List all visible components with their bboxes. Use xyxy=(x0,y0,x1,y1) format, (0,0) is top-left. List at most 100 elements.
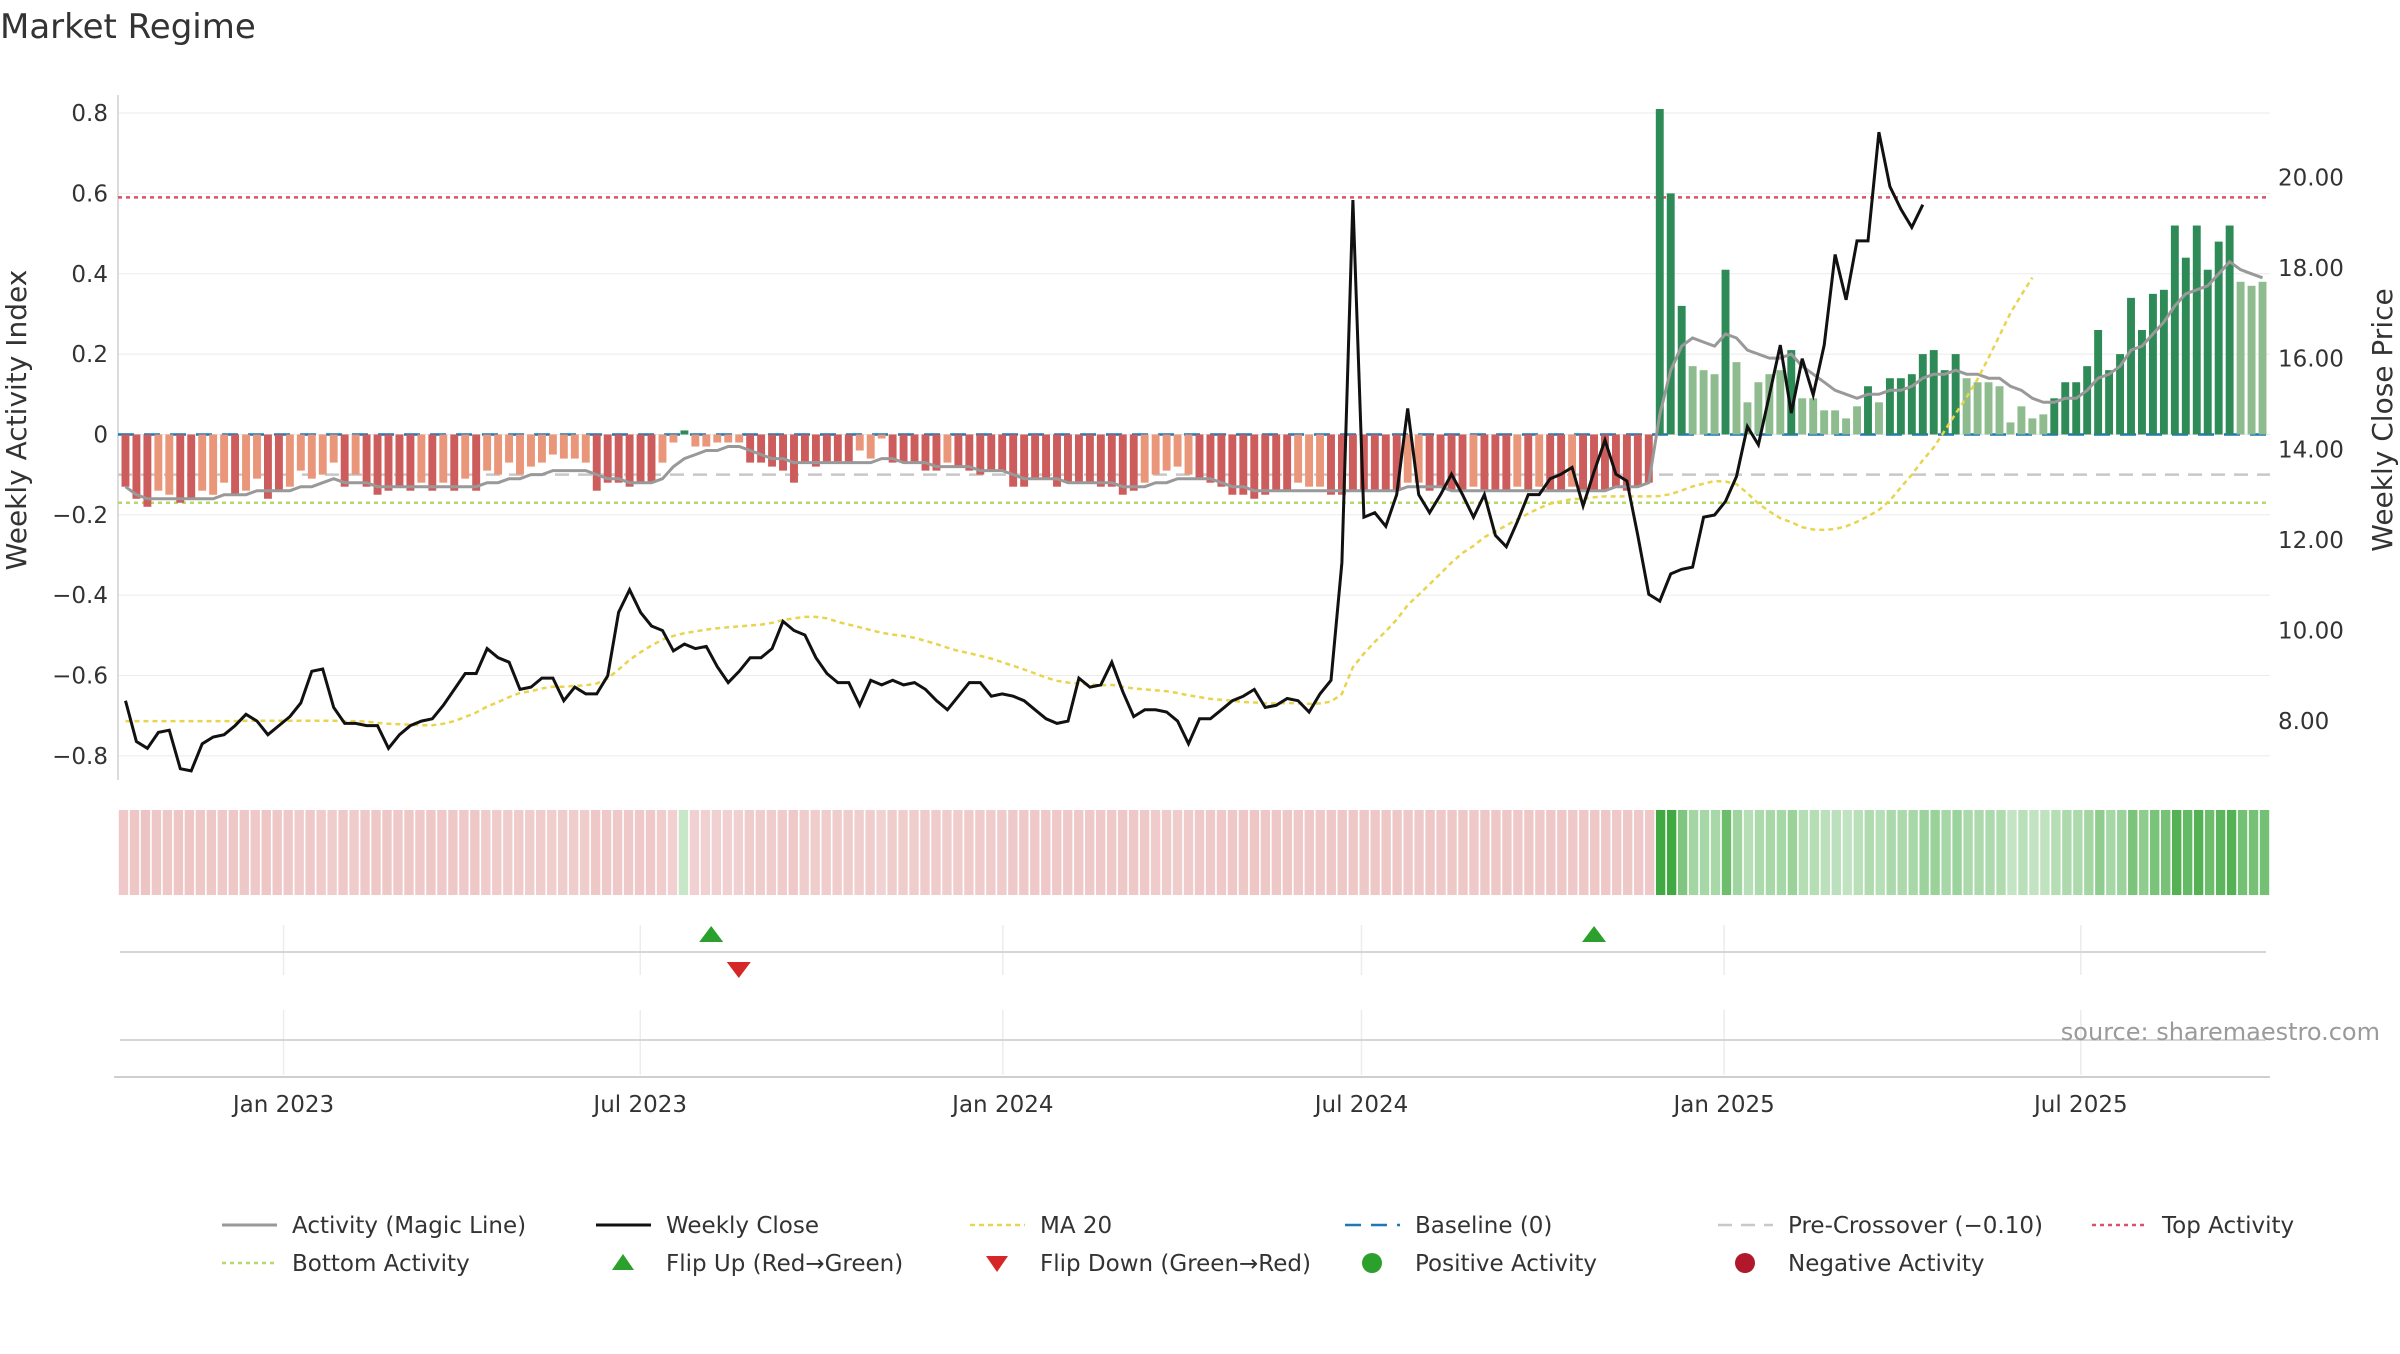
y-tick-label: −0.4 xyxy=(52,583,108,609)
regime-cell xyxy=(228,810,238,895)
activity-bar xyxy=(669,434,678,443)
regime-cell xyxy=(415,810,425,895)
regime-cell xyxy=(1699,810,1710,895)
legend-label: Top Activity xyxy=(2161,1213,2294,1239)
activity-bar xyxy=(1096,434,1105,487)
regime-cell xyxy=(2117,810,2127,895)
regime-cell xyxy=(1282,810,1293,895)
activity-bar xyxy=(1370,434,1379,491)
activity-bar xyxy=(1064,434,1072,483)
activity-bar xyxy=(757,434,766,463)
x-axis-ticks: Jan 2023 Jul 2023 Jan 2024 Jul 2024 Jan 2025… xyxy=(114,925,2270,1118)
activity-bar xyxy=(866,434,875,459)
activity-bar xyxy=(1425,434,1434,491)
regime-cell xyxy=(799,810,809,895)
activity-bar xyxy=(614,434,623,483)
activity-bar xyxy=(1184,434,1193,475)
activity-bar xyxy=(921,434,930,471)
regime-cell xyxy=(1008,810,1018,895)
series-lines xyxy=(124,131,2264,773)
regime-cell xyxy=(2259,810,2270,895)
regime-cell xyxy=(733,810,744,895)
regime-cell xyxy=(623,810,634,895)
activity-bar xyxy=(1907,374,1916,435)
y-tick-label: 0.4 xyxy=(71,262,108,288)
activity-bar xyxy=(176,434,185,503)
activity-bar xyxy=(1644,434,1653,483)
activity-bar xyxy=(2006,422,2015,435)
regime-cell xyxy=(1590,810,1600,895)
activity-bar xyxy=(1546,434,1555,491)
regime-cell xyxy=(1019,810,1029,895)
y-tick-label: 0.8 xyxy=(71,101,108,127)
activity-bar xyxy=(1809,398,1818,435)
regime-cell xyxy=(514,810,524,895)
activity-bar xyxy=(1085,434,1094,483)
activity-bar xyxy=(439,434,448,483)
activity-bar xyxy=(702,434,711,447)
activity-bar xyxy=(220,434,229,483)
regime-cell xyxy=(568,810,579,895)
regime-cell xyxy=(997,810,1007,895)
activity-bar xyxy=(1414,434,1423,483)
regime-cell xyxy=(327,810,337,895)
activity-bar xyxy=(1820,410,1829,435)
activity-bar xyxy=(494,434,503,475)
regime-cell xyxy=(470,810,480,895)
activity-bar xyxy=(165,434,174,495)
regime-cell xyxy=(1425,810,1435,895)
regime-cell xyxy=(1458,810,1468,895)
activity-bar xyxy=(2258,281,2267,435)
regime-cell xyxy=(1677,810,1688,895)
regime-cell xyxy=(2018,810,2028,895)
regime-cell xyxy=(667,810,678,895)
regime-cell xyxy=(1776,810,1787,895)
regime-cell xyxy=(953,810,963,895)
regime-cell xyxy=(755,810,765,895)
regime-cell xyxy=(2204,810,2215,895)
regime-cell xyxy=(261,810,271,895)
regime-cell xyxy=(2248,810,2259,895)
activity-bar xyxy=(340,434,349,487)
activity-bar xyxy=(658,434,667,463)
activity-bar xyxy=(976,434,985,475)
activity-bar xyxy=(1118,434,1127,495)
activity-bar xyxy=(1896,378,1905,435)
activity-bar xyxy=(1337,434,1346,495)
regime-cell xyxy=(942,810,952,895)
regime-cell xyxy=(492,810,502,895)
regime-cell xyxy=(360,810,370,895)
activity-bar xyxy=(1513,434,1522,487)
regime-cell xyxy=(1798,810,1809,895)
regime-cell xyxy=(2226,810,2237,895)
activity-bar xyxy=(1732,362,1741,435)
activity-bar xyxy=(2083,366,2092,435)
regime-cell xyxy=(1216,810,1227,895)
activity-bar xyxy=(395,434,404,487)
regime-cell xyxy=(173,810,184,895)
activity-bar xyxy=(2247,285,2256,435)
regime-cell xyxy=(590,810,601,895)
activity-bar xyxy=(1502,434,1511,491)
regime-cell xyxy=(2150,810,2160,895)
activity-bar xyxy=(2181,257,2190,435)
regime-cell xyxy=(810,810,820,895)
activity-bar xyxy=(1579,434,1588,491)
regime-cell xyxy=(678,810,689,895)
x-tick-label: Jul 2024 xyxy=(1313,1092,1409,1118)
regime-cell xyxy=(1128,810,1139,895)
regime-cell xyxy=(1085,810,1095,895)
y2-tick-label: 20.00 xyxy=(2278,165,2344,191)
activity-bar xyxy=(1316,434,1324,487)
activity-bar xyxy=(1480,434,1489,491)
activity-bar xyxy=(1984,382,1993,435)
activity-bar xyxy=(121,434,130,487)
legend-label: Pre-Crossover (−0.10) xyxy=(1788,1213,2043,1239)
regime-cell xyxy=(1304,810,1314,895)
activity-bar xyxy=(1622,434,1631,491)
regime-cell xyxy=(1985,810,1995,895)
activity-bar xyxy=(1721,269,1730,435)
y-tick-label: 0 xyxy=(93,422,108,448)
regime-cell xyxy=(393,810,403,895)
